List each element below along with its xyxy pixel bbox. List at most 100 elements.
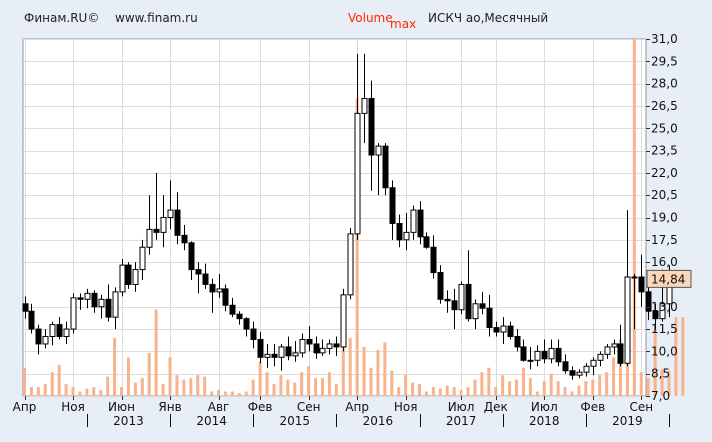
volume-bar [535, 391, 539, 396]
candle [500, 317, 507, 344]
candle [77, 293, 84, 310]
y-tick-label: 11,5 [651, 322, 678, 336]
candle-body-down [645, 291, 652, 312]
candle-body-down [105, 298, 112, 318]
x-month-label: Янв [158, 400, 181, 414]
volume-bar [327, 372, 331, 396]
y-tick-label: 31,0 [651, 32, 678, 46]
volume-bar [223, 391, 227, 396]
candle [333, 336, 340, 356]
last-price-box [646, 269, 692, 288]
candle-body-up [403, 231, 410, 241]
volume-bar [168, 357, 172, 396]
volume-bar [639, 372, 643, 396]
candle-body-up [590, 359, 597, 367]
candle [139, 239, 146, 280]
candle-body-down [188, 242, 195, 271]
x-month-label: Дек [484, 400, 508, 414]
candle [229, 297, 236, 318]
volume-bar [528, 378, 532, 396]
candle [617, 324, 624, 367]
candle [42, 329, 49, 349]
volume-bar [78, 391, 82, 396]
volume-bar [411, 382, 415, 396]
candle-body-up [63, 328, 70, 337]
site-label: www.finam.ru [115, 11, 198, 25]
candle [319, 339, 326, 356]
candle-body-down [313, 343, 320, 354]
volume-bar [258, 361, 262, 396]
candle-body-down [396, 222, 403, 241]
candle-body-up [631, 276, 638, 279]
volume-bar [113, 337, 117, 396]
volume-bar [549, 373, 553, 396]
volume-bar [92, 387, 96, 396]
candle [569, 366, 576, 380]
candle [209, 278, 216, 313]
y-tick-label: 19,0 [651, 211, 678, 225]
x-year-label: 2016 [363, 414, 394, 428]
candle-body-up [119, 264, 126, 293]
candle-body-down [285, 346, 292, 357]
candle-body-up [458, 283, 465, 311]
volume-bar [106, 376, 110, 396]
candle-body-up [326, 343, 333, 349]
volume-bar [36, 387, 40, 396]
candle [583, 363, 590, 377]
candle [555, 339, 562, 367]
volume-bar [501, 375, 505, 396]
candle [403, 213, 410, 251]
candle-body-down [520, 346, 527, 361]
candle [638, 254, 645, 307]
volume-bar [404, 375, 408, 396]
candle [181, 224, 188, 251]
candle-body-down [514, 336, 521, 348]
volume-max-label: max [390, 17, 417, 31]
volume-bar [418, 384, 422, 396]
y-tick-label: 7,0 [651, 389, 670, 403]
candle [527, 346, 534, 370]
candle-body-up [576, 371, 583, 376]
candle [49, 321, 56, 346]
volume-bar [480, 372, 484, 396]
candle [396, 214, 403, 248]
volume-bar [632, 39, 636, 396]
volume-bar [99, 390, 103, 396]
source-label: Финам.RU© [24, 11, 100, 25]
candle [84, 288, 91, 309]
volume-bar [556, 381, 560, 396]
volume-bar [286, 379, 290, 396]
candle-body-down [250, 328, 257, 340]
candle [541, 339, 548, 364]
candle-body-up [49, 324, 56, 338]
candle [56, 317, 63, 340]
candle [479, 291, 486, 315]
candle-body-down [437, 272, 444, 300]
volume-bar [521, 367, 525, 396]
volume-bar [203, 376, 207, 396]
volume-bar [161, 384, 165, 396]
volume-bar [320, 378, 324, 396]
candle [437, 265, 444, 304]
volume-bar [29, 387, 33, 396]
volume-bar [64, 384, 68, 396]
volume-bar [23, 367, 26, 396]
candle [417, 201, 424, 245]
volume-bar [196, 375, 200, 396]
volume-bar [85, 388, 89, 396]
candle-body-up [472, 303, 479, 320]
candle-body-down [368, 98, 375, 156]
candle [347, 227, 354, 300]
x-year-label: 2018 [529, 414, 560, 428]
candle [153, 172, 160, 240]
x-month-label: Ноя [61, 400, 85, 414]
candle [493, 321, 500, 337]
candle-body-up [160, 217, 167, 233]
candle [590, 357, 597, 376]
volume-bar [272, 384, 276, 396]
candle [604, 343, 611, 359]
candle [105, 284, 112, 322]
candle-body-up [292, 352, 299, 357]
candle [28, 303, 35, 334]
